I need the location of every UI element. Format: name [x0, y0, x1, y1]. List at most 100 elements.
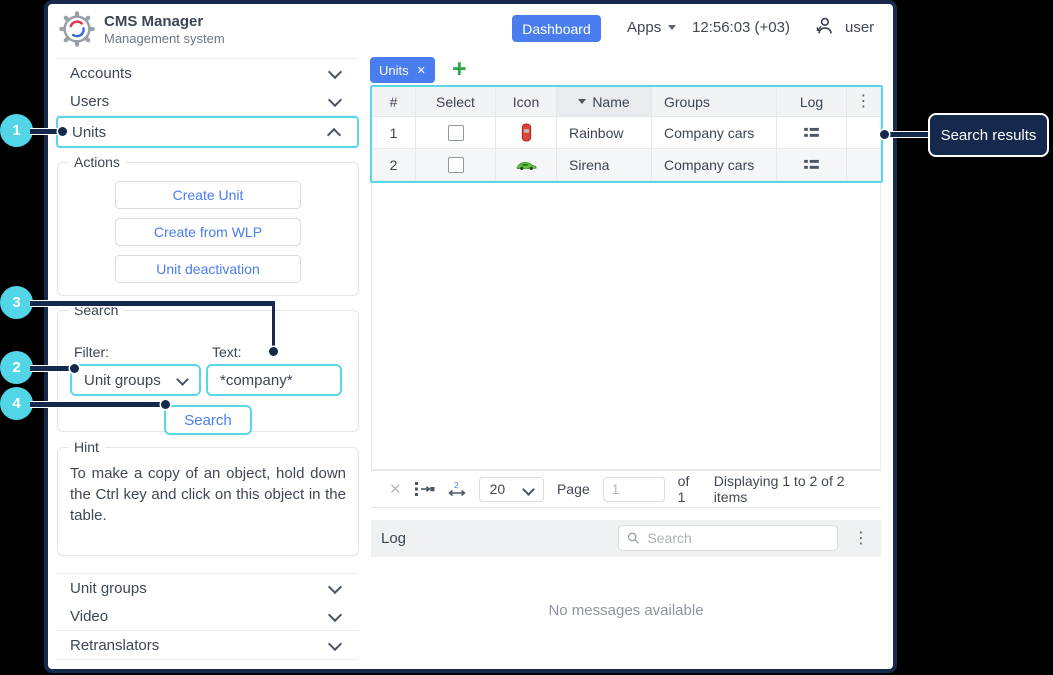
units-grid-panel: # Select Icon Name Groups Log ⋮ 1: [371, 86, 881, 470]
log-list-icon: [804, 127, 819, 137]
chevron-down-icon: [327, 636, 343, 652]
row-log-button[interactable]: [777, 149, 847, 180]
username-label: user: [845, 19, 875, 36]
table-menu-button[interactable]: ⋮: [847, 87, 880, 116]
user-icon[interactable]: [813, 15, 835, 37]
row-groups: Company cars: [652, 149, 777, 180]
column-header-select[interactable]: Select: [416, 87, 496, 116]
table-row[interactable]: 2 Sirena Company cars: [372, 149, 880, 181]
row-select-cell: [416, 149, 496, 180]
sidebar-item-accounts[interactable]: Accounts: [56, 58, 358, 88]
svg-text:2: 2: [454, 481, 459, 490]
hint-legend: Hint: [74, 439, 99, 455]
red-car-icon: [496, 117, 557, 148]
log-list-icon: [804, 159, 819, 169]
callout-dot-4: [161, 400, 170, 409]
chevron-down-icon: [327, 64, 343, 80]
filter-label: Filter:: [74, 344, 109, 360]
sidebar-item-retranslators[interactable]: Retranslators: [56, 631, 358, 660]
green-car-icon: [496, 149, 557, 180]
apps-menu-label: Apps: [627, 19, 662, 36]
row-log-button[interactable]: [777, 117, 847, 148]
search-button[interactable]: Search: [164, 405, 252, 435]
hint-group: Hint To make a copy of an object, hold d…: [57, 439, 359, 556]
table-header-row: # Select Icon Name Groups Log ⋮: [372, 87, 880, 117]
dashboard-button[interactable]: Dashboard: [512, 15, 601, 42]
clear-selection-icon[interactable]: ✕: [389, 481, 402, 498]
close-tab-icon[interactable]: ✕: [416, 64, 426, 77]
callout-dot-3: [269, 347, 278, 356]
log-search-input[interactable]: [645, 529, 829, 547]
log-menu-button[interactable]: ⋮: [853, 529, 869, 547]
tab-units-label: Units: [379, 62, 409, 78]
clock: 12:56:03 (+03): [692, 19, 790, 36]
chevron-down-icon: [176, 373, 189, 386]
log-empty-message: No messages available: [548, 602, 704, 619]
page-of-label: of 1: [677, 473, 690, 505]
chevron-down-icon: [327, 92, 343, 108]
table-row[interactable]: 1 Rainbow Company cars: [372, 117, 880, 149]
add-tab-button[interactable]: +: [452, 55, 467, 83]
text-label: Text:: [212, 344, 242, 360]
column-header-groups[interactable]: Groups: [652, 87, 777, 116]
kebab-icon: ⋮: [855, 92, 872, 110]
column-header-icon[interactable]: Icon: [496, 87, 557, 116]
sidebar-item-label: Unit groups: [70, 579, 147, 597]
apps-menu[interactable]: Apps: [627, 19, 677, 36]
sidebar-item-label: Units: [72, 123, 107, 141]
row-select-cell: [416, 117, 496, 148]
item-count-icon[interactable]: 2: [447, 481, 466, 497]
row-checkbox[interactable]: [447, 124, 464, 141]
row-name: Rainbow: [557, 117, 652, 148]
page-label: Page: [556, 481, 590, 497]
create-unit-button[interactable]: Create Unit: [115, 181, 301, 209]
filter-select[interactable]: Unit groups: [70, 364, 201, 396]
app-title: CMS Manager: [104, 13, 204, 30]
row-checkbox[interactable]: [447, 156, 464, 173]
column-header-name-label: Name: [592, 93, 630, 110]
column-header-log[interactable]: Log: [777, 87, 847, 116]
page-size-select[interactable]: 20: [478, 476, 544, 502]
row-num: 1: [372, 117, 416, 148]
column-header-name[interactable]: Name: [557, 87, 652, 116]
sidebar-item-video[interactable]: Video: [56, 602, 358, 631]
chevron-up-icon: [326, 127, 342, 143]
callout-circle-1: 1: [0, 114, 33, 147]
actions-group: Actions Create Unit Create from WLP Unit…: [57, 154, 359, 296]
sidebar-item-unit-groups[interactable]: Unit groups: [56, 573, 358, 603]
apply-to-selected-icon[interactable]: [414, 482, 435, 496]
sidebar-item-label: Video: [70, 607, 109, 625]
search-results-callout: Search results: [928, 113, 1049, 157]
chevron-down-icon: [522, 482, 535, 496]
callout-dot-2: [70, 364, 79, 373]
page-size-value: 20: [489, 481, 506, 497]
callout-dot-search-results: [880, 130, 889, 139]
pagination-bar: ✕ 2 20: [371, 470, 881, 508]
callout-circle-2: 2: [0, 351, 33, 384]
callout-line-3: [30, 300, 275, 307]
log-panel-header: Log ⋮: [371, 520, 881, 557]
row-num: 2: [372, 149, 416, 180]
sort-desc-icon: [578, 99, 587, 104]
create-from-wlp-button[interactable]: Create from WLP: [115, 218, 301, 246]
sidebar-item-units[interactable]: Units: [56, 116, 359, 148]
filter-select-value: Unit groups: [84, 371, 161, 389]
unit-deactivation-button[interactable]: Unit deactivation: [115, 255, 301, 283]
column-header-num[interactable]: #: [372, 87, 416, 116]
callout-line-4: [30, 401, 167, 408]
log-search-box: [618, 525, 838, 551]
search-text-field[interactable]: [218, 370, 340, 390]
app-window: CMS Manager Management system Dashboard …: [44, 0, 897, 673]
callout-line-1: [30, 128, 62, 135]
sidebar-item-label: Accounts: [70, 64, 132, 82]
callout-line-3-vertical: [272, 303, 275, 350]
tab-units[interactable]: Units ✕: [370, 57, 435, 83]
page-number-input[interactable]: [602, 476, 665, 502]
row-name: Sirena: [557, 149, 652, 180]
sidebar-item-users[interactable]: Users: [56, 87, 358, 116]
callout-line-search-results: [886, 131, 930, 138]
hint-text: To make a copy of an object, hold down t…: [70, 465, 346, 524]
search-icon: [627, 532, 640, 544]
actions-legend: Actions: [74, 154, 120, 170]
